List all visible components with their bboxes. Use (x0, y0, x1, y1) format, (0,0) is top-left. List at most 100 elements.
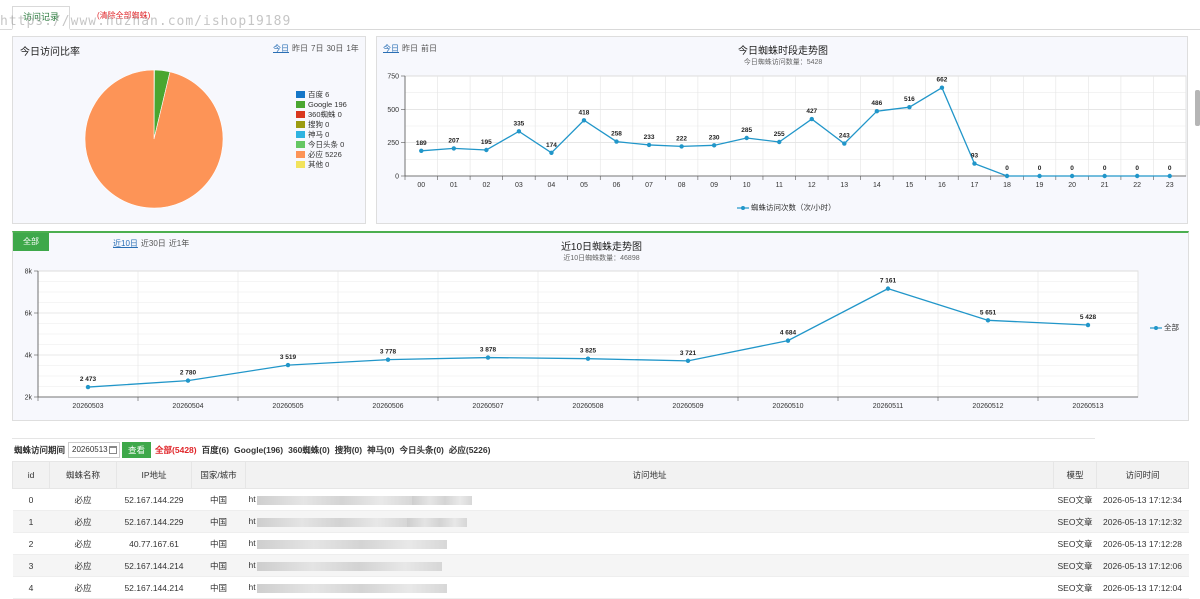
cell-url[interactable]: ht (245, 576, 1054, 599)
data-label: 3 778 (380, 349, 397, 356)
hourly-trend-panel: 今日 昨日 前日 今日蜘蛛时段走势图 今日蜘蛛访问数量：5428 0 250 500 75… (376, 36, 1188, 224)
period-today[interactable]: 今日 (383, 44, 399, 53)
table-row[interactable]: 1 必应 52.167.144.229 中国 ht SEO文章 2026-05-13 17:… (12, 510, 1189, 533)
data-point[interactable] (549, 150, 554, 155)
data-point[interactable] (1134, 173, 1140, 179)
data-label: 2 780 (180, 370, 197, 377)
data-point[interactable] (777, 139, 782, 145)
legend-swatch (296, 110, 305, 118)
table-row[interactable]: 2 必应 40.77.167.61 中国 ht SEO文章 2026-05-13 17:12… (12, 532, 1189, 555)
y-tick-label: 4k (25, 353, 33, 360)
data-point[interactable] (485, 355, 491, 360)
period-1y[interactable]: 近1年 (168, 239, 190, 248)
period-10d[interactable]: 近10日 (113, 239, 138, 248)
cell-city: 中国 (191, 576, 246, 599)
filter-all[interactable]: 全部(5428) (155, 444, 197, 455)
data-label: 3 878 (480, 347, 497, 354)
legend-item: 必应 5226 (296, 149, 358, 159)
table-row[interactable]: 3 必应 52.167.144.214 中国 ht SEO文章 2026-05-13 17:… (12, 554, 1189, 577)
query-button[interactable]: 查看 (122, 441, 152, 458)
filter-shenma[interactable]: 神马(0) (367, 444, 395, 455)
pie-slice[interactable] (84, 69, 224, 209)
cell-id: 0 (12, 488, 50, 511)
filter-toutiao[interactable]: 今日头条(0) (399, 444, 444, 455)
cell-id: 2 (12, 532, 50, 555)
data-point[interactable] (744, 135, 749, 141)
cell-spider-name: 必应 (49, 532, 117, 555)
data-point[interactable] (585, 356, 591, 361)
data-point[interactable] (907, 105, 912, 110)
url-prefix: ht (248, 516, 256, 527)
y-tick-label: 250 (387, 140, 399, 147)
legend-line-icon (1150, 325, 1162, 330)
calendar-icon[interactable] (109, 445, 118, 454)
data-point[interactable] (972, 161, 977, 166)
data-point[interactable] (581, 118, 587, 123)
clear-all-spiders-link[interactable]: (清除全部蜘蛛) (97, 11, 151, 20)
data-point[interactable] (939, 85, 945, 90)
data-point[interactable] (679, 144, 684, 149)
data-point[interactable] (1004, 173, 1010, 179)
data-label: 0 (1168, 165, 1172, 172)
data-label: 427 (806, 108, 817, 115)
redacted-url (411, 495, 472, 505)
cell-model: SEO文章 (1053, 488, 1097, 511)
data-label: 418 (579, 109, 590, 116)
cell-url[interactable]: ht (245, 554, 1054, 577)
period-30d[interactable]: 30日 (326, 44, 344, 53)
period-yesterday[interactable]: 昨日 (402, 44, 418, 53)
data-point[interactable] (809, 116, 814, 122)
chart-subtitle: 近10日蜘蛛数量：46898 (563, 255, 640, 262)
data-point[interactable] (185, 378, 191, 383)
data-point[interactable] (985, 318, 991, 323)
data-point[interactable] (1069, 173, 1075, 179)
cell-url[interactable]: ht (245, 488, 1054, 511)
filter-baidu[interactable]: 百度(6) (201, 444, 229, 455)
data-point[interactable] (1167, 173, 1172, 179)
data-point[interactable] (1102, 173, 1107, 179)
data-point[interactable] (885, 286, 891, 291)
data-point[interactable] (419, 148, 424, 153)
cell-id: 3 (12, 554, 50, 577)
data-point[interactable] (85, 384, 91, 390)
cell-city: 中国 (191, 554, 246, 577)
table-row[interactable]: 0 必应 52.167.144.229 中国 ht SEO文章 2026-05-13 17:… (12, 488, 1189, 511)
cell-url[interactable]: ht (245, 510, 1054, 533)
all-button[interactable]: 全部 (13, 233, 49, 251)
data-point[interactable] (842, 141, 847, 146)
period-day-before[interactable]: 前日 (421, 44, 437, 53)
filter-sogou[interactable]: 搜狗(0) (334, 444, 363, 455)
period-1y[interactable]: 1年 (346, 44, 359, 53)
period-30d[interactable]: 近30日 (140, 239, 166, 248)
data-point[interactable] (685, 358, 691, 364)
period-7d[interactable]: 7日 (311, 44, 324, 53)
cell-spider-name: 必应 (49, 554, 117, 577)
filter-bing[interactable]: 必应(5226) (448, 444, 491, 455)
data-point[interactable] (646, 142, 652, 148)
filter-bar: 蜘蛛访问期间 20260513 查看 全部(5428) 百度(6) Google… (12, 438, 1095, 460)
period-today[interactable]: 今日 (273, 44, 289, 53)
x-tick-label: 20260510 (772, 403, 803, 410)
data-point[interactable] (385, 357, 391, 362)
data-point[interactable] (1037, 173, 1042, 179)
data-point[interactable] (516, 129, 522, 134)
tab-visit-records[interactable]: 访问记录 (12, 6, 70, 30)
data-point[interactable] (451, 146, 457, 151)
data-point[interactable] (1085, 322, 1091, 328)
data-point[interactable] (285, 362, 291, 368)
date-input[interactable]: 20260513 (68, 441, 121, 458)
table-row[interactable]: 4 必应 52.167.144.214 中国 ht SEO文章 2026-05-13 17:… (12, 576, 1189, 599)
data-label: 195 (481, 139, 492, 146)
scrollbar-thumb[interactable] (1195, 90, 1200, 126)
cell-url[interactable]: ht (245, 532, 1054, 555)
period-yesterday[interactable]: 昨日 (292, 44, 308, 53)
data-point[interactable] (614, 139, 619, 144)
data-point[interactable] (874, 109, 880, 114)
data-point[interactable] (711, 143, 717, 148)
filter-360[interactable]: 360蜘蛛(0) (288, 444, 330, 455)
x-tick-label: 16 (938, 182, 946, 189)
data-point[interactable] (785, 338, 791, 343)
data-point[interactable] (484, 147, 489, 153)
visit-log-table: id 蜘蛛名称 IP地址 国家/城市 访问地址 模型 访问时间 0 必应 52.16… (12, 461, 1189, 599)
filter-google[interactable]: Google(196) (234, 444, 284, 455)
